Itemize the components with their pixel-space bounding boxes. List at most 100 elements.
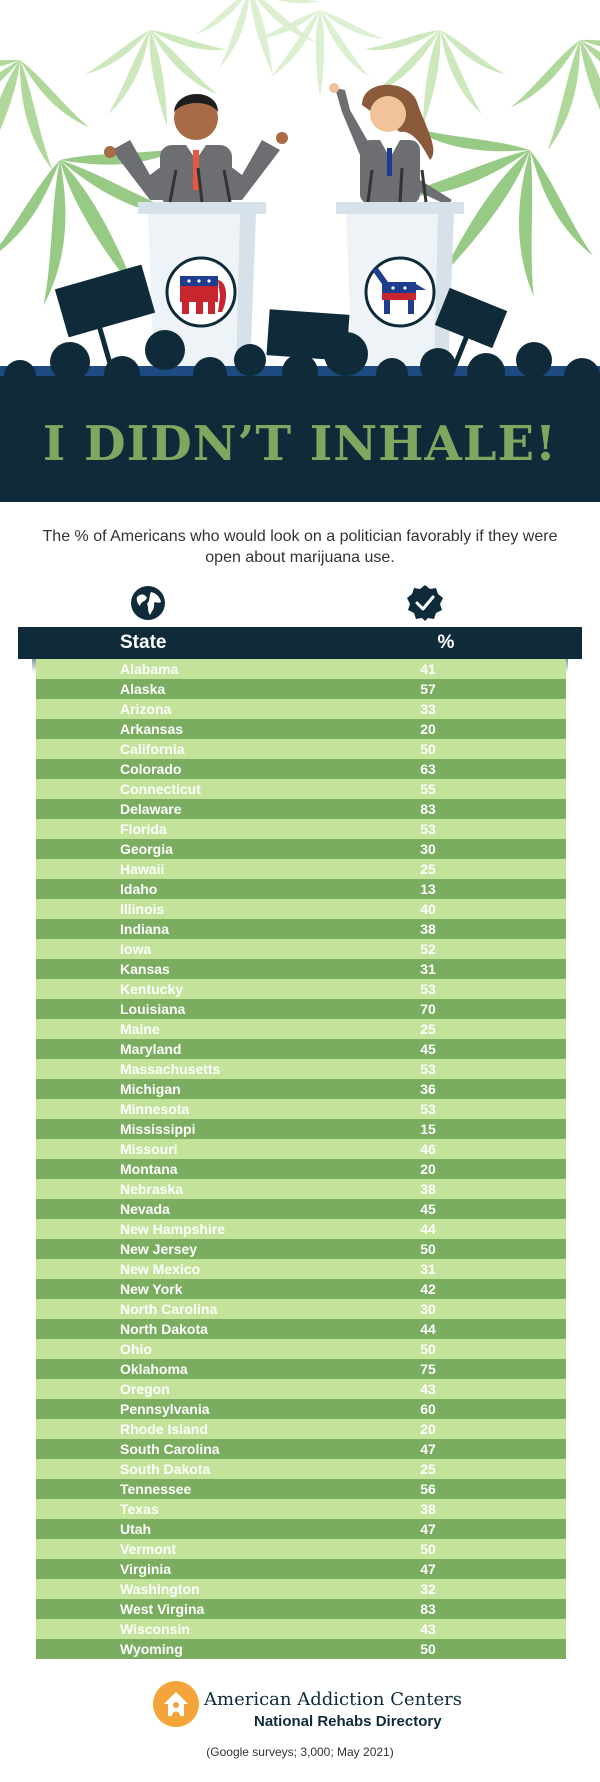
state-name: New York xyxy=(120,1281,183,1297)
table-row: Nevada 45 xyxy=(36,1199,566,1219)
percent-value: 36 xyxy=(420,1081,436,1097)
headline-banner xyxy=(0,382,600,502)
republican-elephant-icon xyxy=(180,276,227,314)
state-name: Washington xyxy=(120,1581,200,1597)
table-row: Michigan 36 xyxy=(36,1079,566,1099)
state-name: Texas xyxy=(120,1501,159,1517)
percent-value: 15 xyxy=(420,1121,436,1137)
percent-value: 53 xyxy=(420,1101,436,1117)
state-name: West Virgina xyxy=(120,1601,205,1617)
state-name: New Mexico xyxy=(120,1261,201,1277)
percent-value: 38 xyxy=(420,1181,436,1197)
percent-value: 83 xyxy=(420,801,436,817)
percent-value: 50 xyxy=(420,1541,436,1557)
state-name: Oregon xyxy=(120,1381,170,1397)
republican-podium xyxy=(138,167,266,370)
percent-value: 50 xyxy=(420,1641,436,1657)
state-name: Utah xyxy=(120,1521,152,1537)
column-header-state: State xyxy=(120,632,167,653)
state-name: Montana xyxy=(120,1161,178,1177)
percent-value: 47 xyxy=(420,1521,436,1537)
table-row: Wyoming 50 xyxy=(36,1639,566,1659)
headline: I DIDN’T INHALE! xyxy=(42,416,558,472)
table-row: Mississippi 15 xyxy=(36,1119,566,1139)
table-row: Alaska 57 xyxy=(36,679,566,699)
table-row: Idaho 13 xyxy=(36,879,566,899)
percent-value: 53 xyxy=(420,821,436,837)
state-name: Pennsylvania xyxy=(120,1401,210,1417)
percent-value: 43 xyxy=(420,1621,436,1637)
table-row: New Mexico 31 xyxy=(36,1259,566,1279)
state-name: New Hampshire xyxy=(120,1221,226,1237)
percent-value: 56 xyxy=(420,1481,436,1497)
state-name: Florida xyxy=(120,821,167,837)
state-name: Indiana xyxy=(120,921,170,937)
state-name: California xyxy=(120,741,185,757)
table-row: Montana 20 xyxy=(36,1159,566,1179)
percent-value: 30 xyxy=(420,1301,436,1317)
state-name: Idaho xyxy=(120,881,158,897)
source-note: (Google surveys; 3,000; May 2021) xyxy=(206,1745,394,1759)
percent-value: 25 xyxy=(420,1461,436,1477)
state-name: Maryland xyxy=(120,1041,182,1057)
brand-subtitle: National Rehabs Directory xyxy=(254,1713,442,1730)
percent-value: 43 xyxy=(420,1381,436,1397)
percent-value: 38 xyxy=(420,921,436,937)
table-row: Minnesota 53 xyxy=(36,1099,566,1119)
table-row: Georgia 30 xyxy=(36,839,566,859)
state-name: Kansas xyxy=(120,961,170,977)
state-name: Wyoming xyxy=(120,1641,183,1657)
state-name: Wisconsin xyxy=(120,1621,190,1637)
table-row: Colorado 63 xyxy=(36,759,566,779)
table-row: Kansas 31 xyxy=(36,959,566,979)
hero-illustration: I DIDN’T INHALE! xyxy=(0,0,600,502)
state-name: Arkansas xyxy=(120,721,184,737)
table-row: Maine 25 xyxy=(36,1019,566,1039)
state-name: Oklahoma xyxy=(120,1361,188,1377)
table-row: Indiana 38 xyxy=(36,919,566,939)
table-row: New Jersey 50 xyxy=(36,1239,566,1259)
table-row: Arizona 33 xyxy=(36,699,566,719)
percent-value: 31 xyxy=(420,961,436,977)
table-row: Vermont 50 xyxy=(36,1539,566,1559)
crowd-silhouette xyxy=(0,264,600,394)
table-row: Massachusetts 53 xyxy=(36,1059,566,1079)
table-row: Oklahoma 75 xyxy=(36,1359,566,1379)
state-name: Arizona xyxy=(120,701,172,717)
percent-value: 47 xyxy=(420,1561,436,1577)
state-name: Ohio xyxy=(120,1341,152,1357)
state-name: Louisiana xyxy=(120,1001,186,1017)
state-name: New Jersey xyxy=(120,1241,198,1257)
table-row: Louisiana 70 xyxy=(36,999,566,1019)
percent-value: 44 xyxy=(420,1321,436,1337)
table-row: Hawaii 25 xyxy=(36,859,566,879)
check-badge-icon xyxy=(407,585,443,621)
table-row: Oregon 43 xyxy=(36,1379,566,1399)
table-row: New York 42 xyxy=(36,1279,566,1299)
table-row: California 50 xyxy=(36,739,566,759)
state-name: Missouri xyxy=(120,1141,178,1157)
percent-value: 52 xyxy=(420,941,436,957)
state-name: Maine xyxy=(120,1021,160,1037)
state-name: North Carolina xyxy=(120,1301,218,1317)
state-name: Minnesota xyxy=(120,1101,190,1117)
state-name: Colorado xyxy=(120,761,182,777)
table-row: Nebraska 38 xyxy=(36,1179,566,1199)
table-row: Virginia 47 xyxy=(36,1559,566,1579)
state-name: Hawaii xyxy=(120,861,165,877)
table-row: Maryland 45 xyxy=(36,1039,566,1059)
percent-value: 60 xyxy=(420,1401,436,1417)
state-name: North Dakota xyxy=(120,1321,208,1337)
brand-name: American Addiction Centers xyxy=(204,1689,462,1710)
table-row: North Dakota 44 xyxy=(36,1319,566,1339)
percent-value: 53 xyxy=(420,1061,436,1077)
percent-value: 13 xyxy=(420,881,436,897)
percent-value: 32 xyxy=(420,1581,436,1597)
table-row: Pennsylvania 60 xyxy=(36,1399,566,1419)
state-name: Mississippi xyxy=(120,1121,196,1137)
table-row: North Carolina 30 xyxy=(36,1299,566,1319)
state-name: Connecticut xyxy=(120,781,201,797)
table-row: Rhode Island 20 xyxy=(36,1419,566,1439)
table-row: South Carolina 47 xyxy=(36,1439,566,1459)
percent-value: 38 xyxy=(420,1501,436,1517)
